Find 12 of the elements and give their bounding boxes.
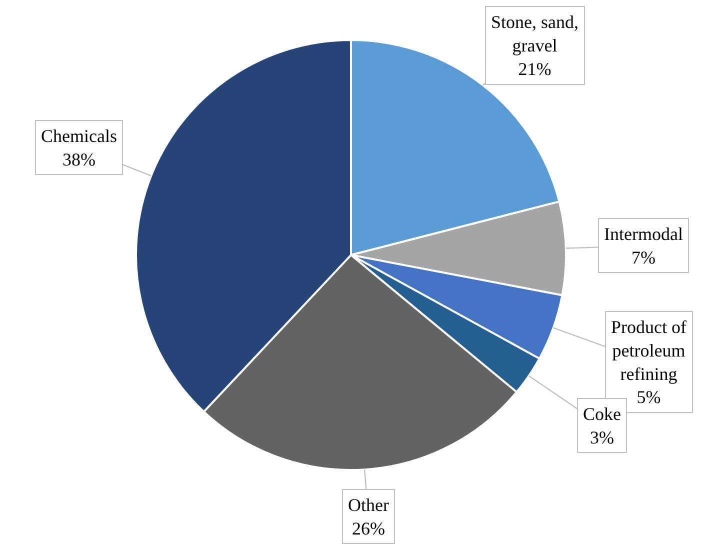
slice-label: Coke bbox=[583, 404, 622, 424]
data-label: 38% bbox=[62, 149, 96, 170]
data-label: 21% bbox=[518, 58, 552, 79]
slice-label: Other bbox=[348, 495, 389, 515]
slice-label: Intermodal bbox=[604, 224, 683, 244]
data-label: 3% bbox=[590, 427, 614, 448]
data-label: 5% bbox=[636, 387, 661, 408]
slice-label: Product of petroleum refining bbox=[611, 317, 686, 384]
slice-label: Chemicals bbox=[41, 126, 117, 146]
data-label: 7% bbox=[631, 247, 656, 268]
slice-label: Stone, sand, gravel bbox=[491, 12, 578, 56]
data-label: 26% bbox=[352, 518, 385, 538]
